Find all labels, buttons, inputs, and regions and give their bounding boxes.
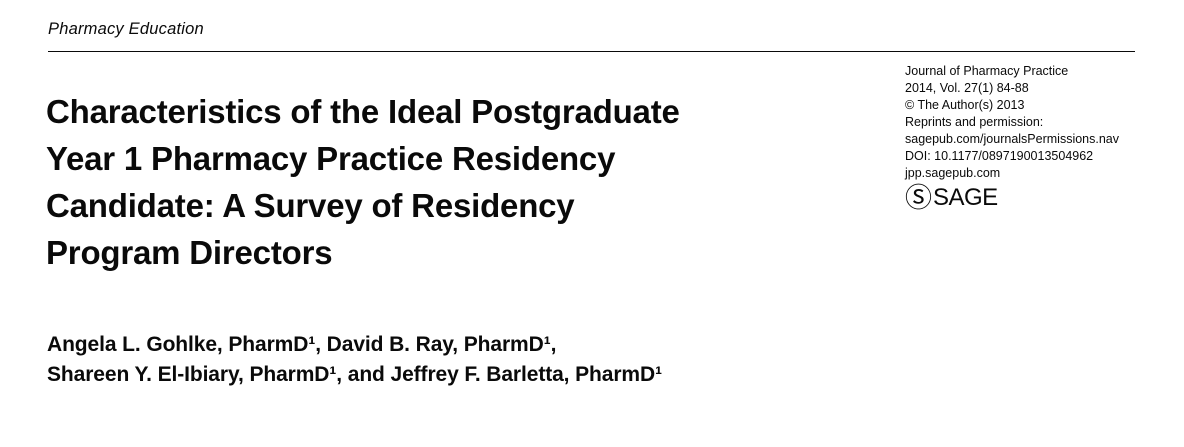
journal-reprints-label: Reprints and permission:: [905, 115, 1044, 129]
journal-volume-pages: 2014, Vol. 27(1) 84-88: [905, 81, 1029, 95]
section-label: Pharmacy Education: [48, 20, 204, 38]
sage-logo-text: SAGE: [933, 184, 998, 211]
authors-line-1: Angela L. Gohlke, PharmD¹, David B. Ray,…: [47, 333, 557, 356]
article-title-line-4: Program Directors: [46, 234, 333, 271]
journal-doi: DOI: 10.1177/0897190013504962: [905, 149, 1094, 163]
journal-name: Journal of Pharmacy Practice: [905, 64, 1069, 78]
journal-permissions-url: sagepub.com/journalsPermissions.nav: [905, 132, 1119, 146]
article-title-line-2: Year 1 Pharmacy Practice Residency: [46, 140, 616, 177]
authors-line-2: Shareen Y. El-Ibiary, PharmD¹, and Jeffr…: [47, 363, 662, 386]
journal-info: Journal of Pharmacy Practice 2014, Vol. …: [905, 63, 1165, 213]
journal-website-url: jpp.sagepub.com: [905, 166, 1001, 180]
article-title: Characteristics of the Ideal Postgraduat…: [46, 88, 680, 276]
article-title-line-3: Candidate: A Survey of Residency: [46, 187, 575, 224]
article-title-line-1: Characteristics of the Ideal Postgraduat…: [46, 93, 680, 130]
authors: Angela L. Gohlke, PharmD¹, David B. Ray,…: [47, 330, 662, 390]
sage-logo: Ⓢ SAGE: [905, 183, 1165, 213]
header-rule: [48, 51, 1135, 52]
journal-copyright: © The Author(s) 2013: [905, 98, 1025, 112]
sage-circle-s-icon: Ⓢ: [905, 183, 932, 213]
